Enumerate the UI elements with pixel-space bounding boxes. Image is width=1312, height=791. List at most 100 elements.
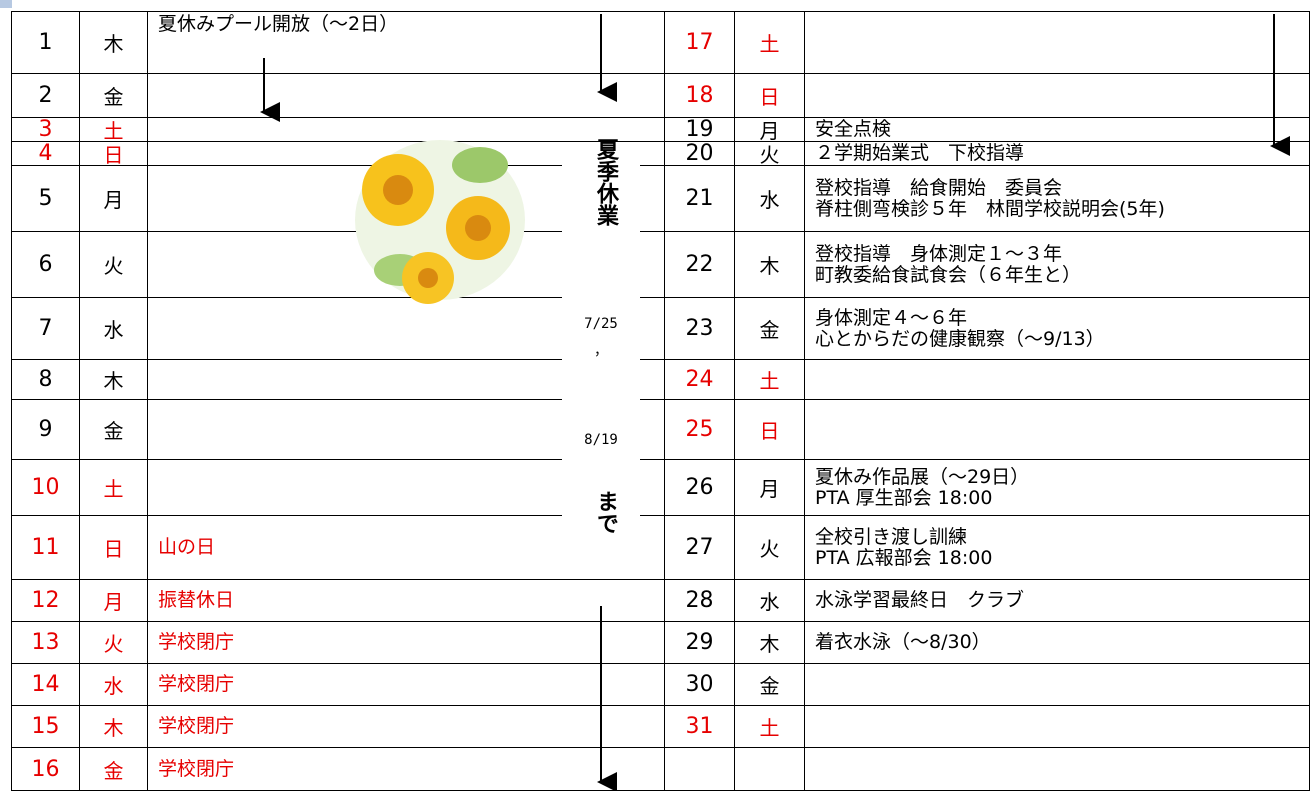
weekday-cell: 火 bbox=[80, 622, 148, 664]
weekday-cell: 火 bbox=[80, 232, 148, 298]
event-line: 学校閉庁 bbox=[158, 631, 235, 653]
weekday-cell: 月 bbox=[80, 580, 148, 622]
day-cell: 15 bbox=[12, 706, 80, 748]
weekday-cell: 水 bbox=[80, 298, 148, 360]
event-line: PTA 厚生部会 18:00 bbox=[815, 486, 993, 509]
day-cell: 14 bbox=[12, 664, 80, 706]
weekday-cell: 火 bbox=[735, 516, 805, 580]
day-cell: 22 bbox=[665, 232, 735, 298]
weekday-cell: 月 bbox=[735, 118, 805, 143]
event-line: 心とからだの健康観察（〜9/13） bbox=[815, 327, 1105, 350]
event-line: 脊柱側弯検診５年 林間学校説明会(5年) bbox=[815, 197, 1165, 220]
day-cell: 29 bbox=[665, 622, 735, 664]
weekday-cell: 日 bbox=[80, 142, 148, 167]
vacation-title: 夏季休業 bbox=[593, 138, 618, 226]
weekday-cell: 水 bbox=[735, 166, 805, 232]
day-cell: 23 bbox=[665, 298, 735, 360]
weekday-cell: 金 bbox=[80, 400, 148, 460]
weekday-cell: 月 bbox=[80, 166, 148, 232]
day-cell: 19 bbox=[665, 117, 735, 142]
day-cell: 4 bbox=[12, 141, 80, 166]
event-cell: 夏休みプール開放（〜2日） bbox=[148, 12, 665, 74]
event-cell bbox=[805, 400, 1310, 460]
event-cell: 夏休み作品展（〜29日） PTA 厚生部会 18:00 bbox=[805, 460, 1310, 516]
weekday-cell: 木 bbox=[735, 232, 805, 298]
event-cell bbox=[148, 232, 665, 298]
event-line: 町教委給食試食会（６年生と） bbox=[815, 263, 1082, 286]
day-cell: 8 bbox=[12, 360, 80, 400]
weekday-cell: 木 bbox=[80, 12, 148, 74]
event-line: 水泳学習最終日 クラブ bbox=[815, 589, 1025, 611]
day-cell: 12 bbox=[12, 580, 80, 622]
event-cell: ２学期始業式 下校指導 bbox=[805, 142, 1310, 166]
day-cell: 24 bbox=[665, 360, 735, 400]
event-cell bbox=[148, 360, 665, 400]
event-line: 登校指導 身体測定１〜３年 bbox=[815, 242, 1063, 265]
day-cell: 1 bbox=[12, 12, 80, 74]
event-line: PTA 広報部会 18:00 bbox=[815, 546, 993, 569]
day-cell: 18 bbox=[665, 74, 735, 118]
day-cell: 11 bbox=[12, 516, 80, 580]
event-cell bbox=[148, 400, 665, 460]
event-line: 全校引き渡し訓練 bbox=[815, 525, 968, 548]
event-cell bbox=[805, 12, 1310, 74]
sunflower-illustration bbox=[355, 140, 525, 304]
event-line: 登校指導 給食開始 委員会 bbox=[815, 176, 1063, 199]
weekday-cell: 金 bbox=[735, 664, 805, 706]
weekday-cell: 土 bbox=[80, 460, 148, 516]
day-cell: 3 bbox=[12, 117, 80, 142]
event-line: 安全点検 bbox=[815, 118, 892, 140]
weekday-cell: 日 bbox=[735, 400, 805, 460]
weekday-cell: 土 bbox=[735, 706, 805, 748]
corner-mark bbox=[0, 0, 12, 8]
day-cell: 13 bbox=[12, 622, 80, 664]
weekday-cell: 金 bbox=[735, 298, 805, 360]
weekday-cell: 土 bbox=[80, 118, 148, 143]
event-line: 夏休み作品展（〜29日） bbox=[815, 465, 1030, 488]
event-cell bbox=[148, 460, 665, 516]
event-line: 身体測定４〜６年 bbox=[815, 306, 968, 329]
event-cell: 学校閉庁 bbox=[148, 706, 665, 748]
day-cell: 10 bbox=[12, 460, 80, 516]
event-line: 夏休みプール開放（〜2日） bbox=[158, 13, 399, 35]
event-line: 学校閉庁 bbox=[158, 673, 235, 695]
event-line: 着衣水泳（〜8/30） bbox=[815, 631, 991, 653]
weekday-cell: 日 bbox=[735, 74, 805, 118]
weekday-cell: 金 bbox=[80, 74, 148, 118]
weekday-cell: 木 bbox=[735, 622, 805, 664]
event-cell: 全校引き渡し訓練 PTA 広報部会 18:00 bbox=[805, 516, 1310, 580]
event-line: ２学期始業式 下校指導 bbox=[815, 142, 1025, 164]
vacation-note: 夏季休業 7/25 ， 8/19 まで bbox=[562, 138, 640, 558]
event-cell: 着衣水泳（〜8/30） bbox=[805, 622, 1310, 664]
vacation-separator: ， bbox=[594, 343, 608, 359]
vacation-until: まで bbox=[593, 490, 618, 534]
day-cell: 30 bbox=[665, 664, 735, 706]
event-cell: 学校閉庁 bbox=[148, 664, 665, 706]
vacation-to: 8/19 bbox=[584, 432, 618, 448]
event-cell bbox=[805, 706, 1310, 748]
day-cell: 31 bbox=[665, 706, 735, 748]
event-cell bbox=[805, 664, 1310, 706]
weekday-cell: 月 bbox=[735, 460, 805, 516]
event-line: 学校閉庁 bbox=[158, 757, 235, 780]
weekday-cell: 土 bbox=[735, 360, 805, 400]
day-cell: 5 bbox=[12, 166, 80, 232]
day-cell: 25 bbox=[665, 400, 735, 460]
event-cell: 登校指導 給食開始 委員会 脊柱側弯検診５年 林間学校説明会(5年) bbox=[805, 166, 1310, 232]
weekday-cell: 火 bbox=[735, 142, 805, 167]
day-cell: 26 bbox=[665, 460, 735, 516]
event-cell: 山の日 bbox=[148, 516, 665, 580]
event-line: 山の日 bbox=[158, 536, 216, 558]
day-cell: 6 bbox=[12, 232, 80, 298]
event-cell bbox=[805, 360, 1310, 400]
event-cell bbox=[148, 74, 665, 118]
day-cell: 21 bbox=[665, 166, 735, 232]
day-cell: 7 bbox=[12, 298, 80, 360]
weekday-cell: 水 bbox=[80, 664, 148, 706]
day-cell: 17 bbox=[665, 12, 735, 74]
event-cell bbox=[148, 298, 665, 360]
vacation-from: 7/25 bbox=[584, 316, 618, 332]
event-cell: 身体測定４〜６年 心とからだの健康観察（〜9/13） bbox=[805, 298, 1310, 360]
